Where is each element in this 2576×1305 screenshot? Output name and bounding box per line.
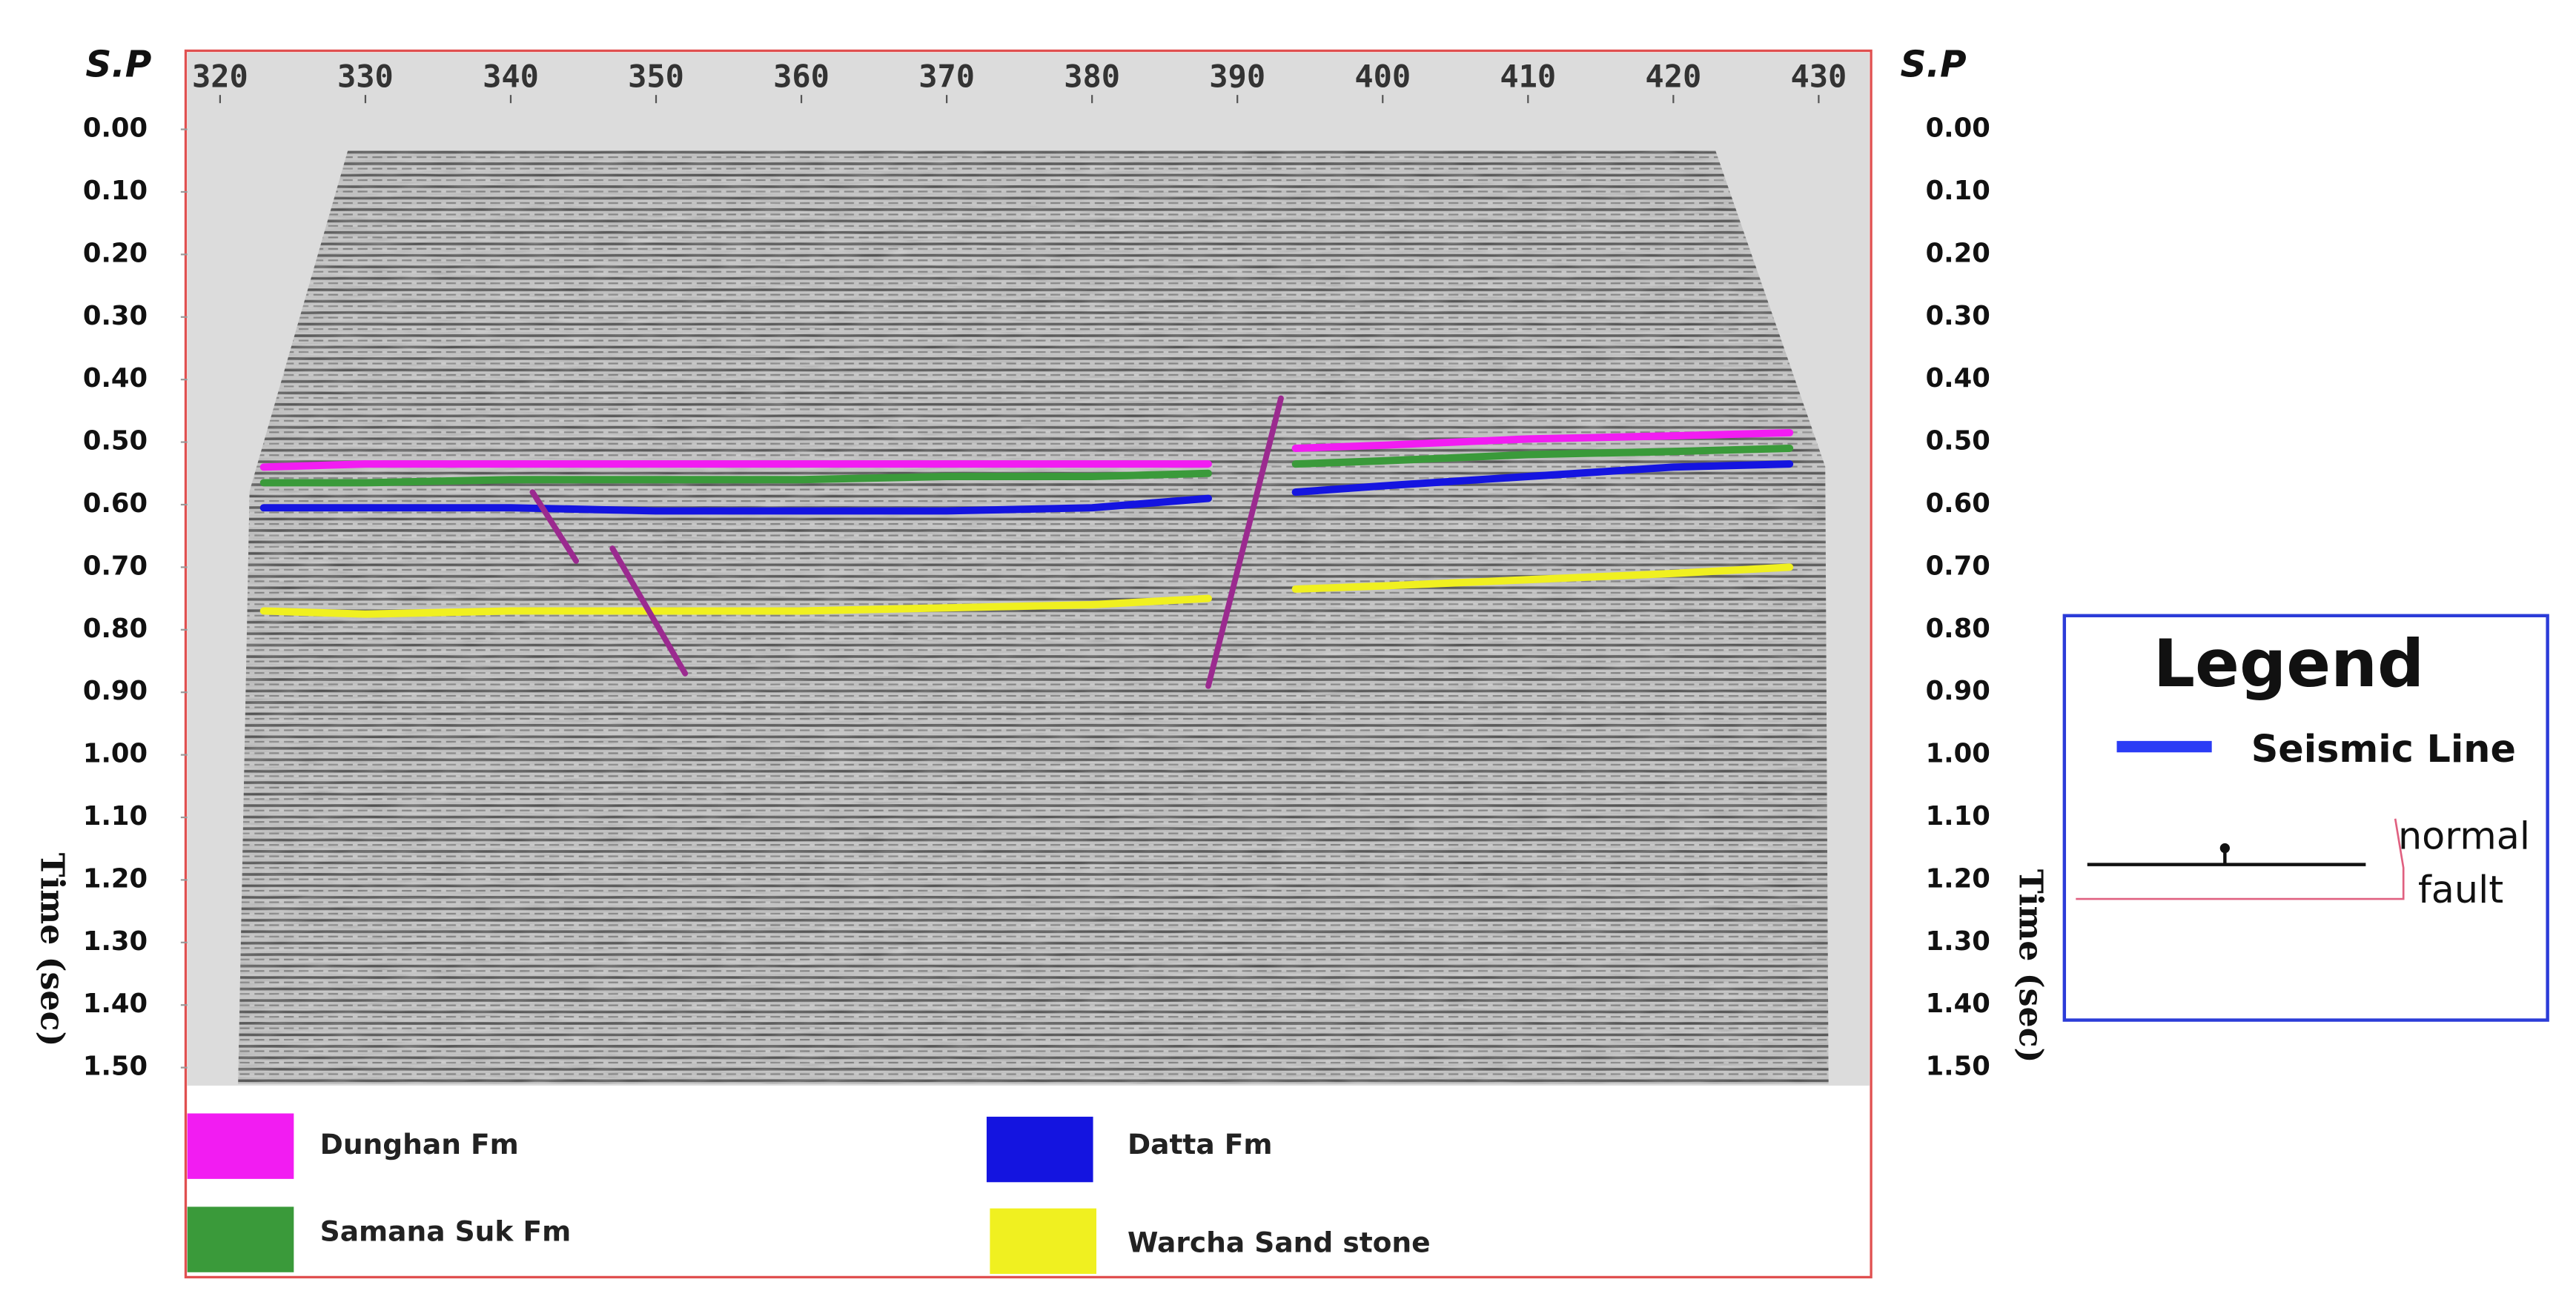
x-axis-label: S.P	[85, 44, 151, 86]
y-tick-label: 0.50	[83, 426, 148, 456]
x-tick-label: 320	[192, 59, 248, 95]
x-tick-label: 390	[1209, 59, 1265, 95]
legend-label: Dunghan Fm	[320, 1128, 519, 1160]
side-legend: Legend Seismic Line normal fault	[2062, 614, 2549, 1022]
x-tick-label: 330	[337, 59, 394, 95]
y-tick-label: 0.70	[83, 551, 148, 581]
seismic-noise	[238, 150, 1829, 1084]
y-tick-label: 0.10	[1926, 176, 1990, 206]
legend-label: normal	[2398, 814, 2530, 857]
y-axis-label: Time (sec)	[2012, 869, 2050, 1063]
y-tick-label: 0.40	[83, 363, 148, 394]
y-tick-label: 1.10	[1926, 801, 1990, 831]
y-tick-label: 1.10	[83, 801, 148, 831]
x-tick-label: 410	[1500, 59, 1556, 95]
y-tick-label: 0.30	[1926, 301, 1990, 331]
x-tick-label: 420	[1645, 59, 1701, 95]
fault-dot	[2219, 843, 2230, 854]
y-tick-label: 0.80	[1926, 614, 1990, 644]
legend-label: Samana Suk Fm	[320, 1215, 572, 1247]
y-tick-label: 0.40	[1926, 363, 1990, 394]
y-tick-label: 0.00	[1926, 113, 1990, 144]
legend-label: fault	[2418, 868, 2503, 911]
horizon-line	[259, 563, 1794, 618]
legend-label: Datta Fm	[1128, 1128, 1273, 1160]
y-tick-label: 0.20	[83, 238, 148, 268]
legend-title: Legend	[2153, 625, 2425, 702]
horizon-line	[259, 428, 1794, 471]
x-tick-label: 400	[1354, 59, 1411, 95]
x-tick-label: 430	[1790, 59, 1847, 95]
legend-label: Seismic Line	[2251, 727, 2516, 771]
fault-line	[609, 545, 689, 677]
y-axis-label: Time (sec)	[33, 853, 71, 1047]
y-tick-label: 0.00	[83, 113, 148, 144]
y-tick-label: 0.90	[83, 676, 148, 706]
y-tick-label: 0.60	[83, 488, 148, 519]
horizon-line	[259, 460, 1794, 515]
legend-label: Warcha Sand stone	[1128, 1226, 1431, 1259]
y-tick-label: 1.20	[83, 863, 148, 894]
y-tick-label: 1.20	[1926, 863, 1990, 894]
y-tick-label: 0.60	[1926, 488, 1990, 519]
x-axis-label: S.P	[1901, 44, 1967, 86]
y-tick-label: 0.90	[1926, 676, 1990, 706]
x-tick-label: 360	[773, 59, 830, 95]
horizon-line	[259, 445, 1794, 487]
y-tick-label: 0.70	[1926, 551, 1990, 581]
y-tick-label: 1.30	[83, 926, 148, 957]
y-tick-label: 0.80	[83, 614, 148, 644]
y-tick-label: 0.10	[83, 176, 148, 206]
x-tick-label: 380	[1064, 59, 1120, 95]
fault-line	[1205, 395, 1284, 689]
y-tick-label: 1.40	[83, 989, 148, 1019]
legend-swatch	[986, 1116, 1093, 1183]
y-tick-label: 0.50	[1926, 426, 1990, 456]
legend-swatch	[187, 1113, 294, 1179]
fault-line	[529, 489, 580, 564]
x-tick-label: 370	[918, 59, 975, 95]
y-tick-label: 1.00	[1926, 739, 1990, 769]
fault-outline	[2076, 818, 2405, 900]
y-tick-label: 1.50	[1926, 1052, 1990, 1082]
legend-box	[2062, 614, 2549, 1022]
y-tick-label: 0.20	[1926, 238, 1990, 268]
x-tick-label: 340	[483, 59, 539, 95]
y-tick-label: 1.30	[1926, 926, 1990, 957]
legend-swatch	[990, 1208, 1096, 1275]
y-tick-label: 0.30	[83, 301, 148, 331]
y-tick-label: 1.50	[83, 1052, 148, 1082]
y-tick-label: 1.00	[83, 739, 148, 769]
y-tick-label: 1.40	[1926, 989, 1990, 1019]
legend-swatch	[187, 1206, 294, 1272]
x-tick-label: 350	[628, 59, 684, 95]
